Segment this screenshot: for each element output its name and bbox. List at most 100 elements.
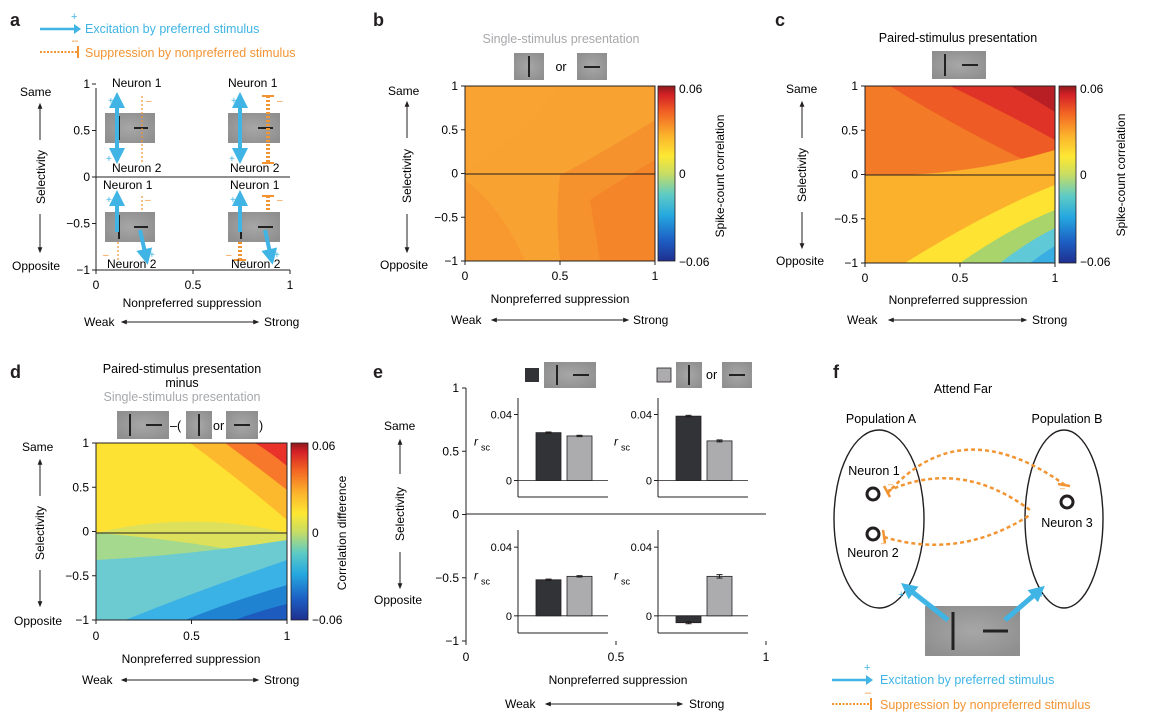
plus-sign: + [864, 662, 870, 674]
x-tick-label: 0 [463, 650, 470, 664]
excitation-arrow-b [1003, 585, 1045, 622]
bar-inset-same-strong: 0.04 0 r sc [614, 398, 748, 498]
legend-paired-swatch [525, 368, 539, 382]
x-axis-label: Nonpreferred suppression [122, 652, 261, 666]
bar-inset-opposite-weak: 0.04 0 r sc [474, 530, 608, 634]
plus-sign: + [230, 195, 236, 206]
colorbar-tick-mid: 0 [679, 167, 686, 181]
or-word: or [555, 60, 566, 74]
x-tick-label: 0.5 [952, 271, 969, 285]
quadrant-same-strong: Neuron 1 + + – Neuron 2 [228, 76, 283, 175]
y-tick-label: −0.5 [66, 217, 90, 231]
neuron3-circle [1059, 494, 1075, 510]
excitation-arrow [261, 229, 278, 265]
legend-excitation-label: Excitation by preferred stimulus [880, 673, 1054, 687]
y-bottom-word: Opposite [374, 593, 422, 607]
inset-y-tick-label: 0.04 [491, 542, 512, 554]
x-right-word: Strong [264, 673, 299, 687]
x-left-word: Weak [84, 315, 115, 329]
suppression-bar [882, 485, 892, 498]
contour [1030, 246, 1055, 263]
colorbar [290, 442, 309, 621]
minus-sign: – [865, 687, 872, 699]
legend-excitation-label: Excitation by preferred stimulus [85, 22, 259, 36]
panel-b-title: Single-stimulus presentation [482, 32, 639, 46]
minus-sign: – [277, 96, 283, 107]
bar-inset-same-weak: 0.04 0 r sc [474, 398, 608, 498]
y-tick-label: −1 [444, 254, 458, 268]
population-b-ellipse [1024, 429, 1104, 609]
y-axis-label: Selectivity [393, 487, 407, 541]
inset-y-tick-label: 0 [646, 611, 652, 623]
panel-b-label: b [373, 10, 384, 30]
bar-paired [675, 415, 702, 481]
contour [590, 160, 655, 261]
neuron2-label: Neuron 2 [847, 546, 898, 560]
panel-c-label: c [775, 10, 785, 30]
suppression-bar [1057, 482, 1071, 488]
neuron1-label: Neuron 1 [103, 178, 153, 192]
inset-y-tick-label: 0.04 [491, 410, 512, 422]
inset-y-tick-label: 0.04 [631, 542, 652, 554]
panel-c: c Paired-stimulus presentation 1 0.5 0 −0.5… [775, 10, 1128, 327]
inset-y-label: r [474, 569, 479, 583]
colorbar [657, 85, 676, 262]
y-tick-label: −1 [76, 263, 90, 277]
y-tick-label: −1 [844, 256, 858, 270]
suppression-bar [881, 529, 887, 544]
suppression-path-n2 [883, 513, 1031, 546]
y-top-word: Same [786, 82, 818, 96]
y-tick-label: 0.5 [72, 480, 89, 494]
y-tick-label: 1 [451, 79, 458, 93]
x-left-word: Weak [82, 673, 113, 687]
panel-c-title: Paired-stimulus presentation [879, 31, 1037, 45]
neuron2-label: Neuron 2 [231, 257, 281, 271]
neuron1-circle [865, 486, 881, 502]
x-tick-label: 1 [763, 650, 770, 664]
bar-single [566, 575, 593, 617]
colorbar-tick-top: 0.06 [1080, 82, 1104, 96]
colorbar-tick-top: 0.06 [679, 82, 703, 96]
bar-single [566, 435, 593, 481]
x-tick-label: 0.5 [183, 629, 200, 643]
title-line2: minus [165, 376, 198, 390]
inset-y-label-sub: sc [621, 577, 631, 587]
x-left-word: Weak [505, 697, 536, 711]
neuron1-label: Neuron 1 [848, 464, 899, 478]
legend-excitation-plus: + [71, 11, 77, 23]
panel-a: a + Excitation by preferred stimulus – S… [10, 10, 299, 329]
legend-suppression-minus: – [72, 35, 79, 47]
colorbar-tick-bottom: −0.06 [312, 613, 343, 627]
x-right-word: Strong [689, 697, 724, 711]
minus-sign: – [145, 195, 151, 206]
y-axis-label: Selectivity [33, 506, 47, 560]
bar-single [706, 575, 733, 617]
panel-b: b Single-stimulus presentation or 1 0.5 0 −… [373, 10, 727, 327]
title-line3: Single-stimulus presentation [103, 390, 260, 404]
y-bottom-word: Opposite [14, 614, 62, 628]
y-tick-label: −1 [445, 634, 459, 648]
plus-sign: + [898, 589, 904, 601]
neuron2-label: Neuron 2 [112, 161, 162, 175]
panel-a-axes: 1 0.5 0 −0.5 −1 0 0.5 1 [66, 77, 293, 292]
colorbar [1058, 85, 1077, 264]
title-line1: Paired-stimulus presentation [103, 362, 261, 376]
contour [465, 180, 525, 261]
y-axis-label: Selectivity [795, 148, 809, 202]
inset-y-tick-label: 0 [646, 476, 652, 488]
y-tick-label: −0.5 [434, 210, 458, 224]
panel-d-label: d [10, 362, 21, 382]
colorbar-tick-mid: 0 [1080, 168, 1087, 182]
inset-y-tick-label: 0 [506, 476, 512, 488]
colorbar-tick-bottom: −0.06 [1080, 255, 1111, 269]
y-tick-label: 0 [851, 168, 858, 182]
bar-paired [535, 579, 562, 617]
y-tick-label: 1 [452, 381, 459, 395]
plus-sign: + [229, 154, 235, 165]
x-tick-label: 0.5 [552, 269, 569, 283]
y-tick-label: 0.5 [841, 123, 858, 137]
panel-f: f Attend Far Population A Population B N… [832, 362, 1104, 712]
y-tick-label: −0.5 [834, 212, 858, 226]
y-tick-label: 0.5 [442, 444, 459, 458]
y-tick-label: 1 [83, 77, 90, 91]
